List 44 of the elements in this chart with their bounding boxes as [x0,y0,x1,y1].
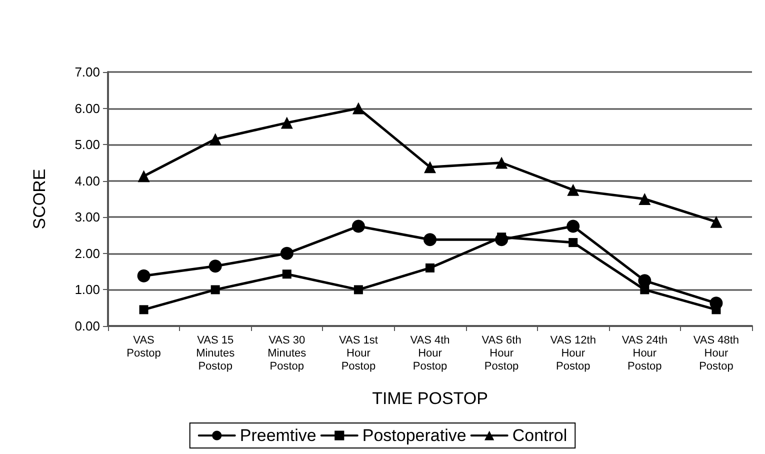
y-tick-label: 2.00 [74,246,100,261]
x-tick-label: VAS Postop [126,334,161,360]
y-tick-label: 7.00 [74,64,100,80]
point [280,246,294,260]
x-tick-label: VAS 12th Hour Postop [550,334,596,372]
y-axis-title: SCORE [30,168,49,230]
point [352,102,364,114]
y-tick-label: 1.00 [74,282,100,298]
point [710,216,722,228]
point [139,305,148,314]
point [424,161,436,174]
point [354,285,363,294]
point [352,220,365,233]
y-tick-label: 3.00 [74,210,100,225]
legend-label: Preemtive [240,426,316,445]
point [208,260,222,273]
x-tick-label: VAS 1st Hour Postop [338,334,378,372]
x-tick-label: VAS 24th Hour Postop [622,334,668,372]
point [567,184,580,196]
point [280,116,293,129]
point [566,220,580,233]
point [424,233,436,246]
point [210,285,220,294]
y-tick-label: 0.00 [74,318,100,334]
x-tick-label: VAS 4th Hour Postop [410,334,450,372]
x-tick-label: VAS 48th Hour Postop [693,334,740,372]
legend-label: Control [512,426,568,445]
point [568,238,578,248]
x-tick-label: VAS 15 Minutes Postop [196,334,236,372]
point [638,193,651,205]
point [640,285,650,294]
y-tick-label: 6.00 [74,100,100,116]
point [137,269,150,282]
y-tick-label: 4.00 [74,173,100,188]
x-tick-label: VAS 6th Hour Postop [482,334,522,372]
point [282,270,292,279]
point [209,133,222,146]
x-tick-label: VAS 30 Minutes Postop [268,334,307,372]
point [496,156,508,169]
point [426,263,434,272]
x-axis-title: TIME POSTOP [372,389,488,408]
legend-label: Postoperative [362,426,466,445]
point [138,170,150,182]
y-tick-label: 5.00 [74,137,100,152]
